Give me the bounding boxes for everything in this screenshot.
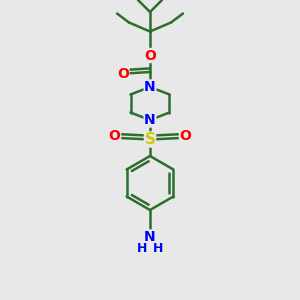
Text: O: O <box>179 130 191 143</box>
Text: H: H <box>136 242 147 255</box>
Text: H: H <box>153 242 164 255</box>
Text: O: O <box>117 67 129 80</box>
Text: O: O <box>144 49 156 62</box>
Text: N: N <box>144 230 156 244</box>
Text: N: N <box>144 80 156 94</box>
Text: N: N <box>144 113 156 127</box>
Text: S: S <box>145 132 155 147</box>
Text: O: O <box>109 130 121 143</box>
